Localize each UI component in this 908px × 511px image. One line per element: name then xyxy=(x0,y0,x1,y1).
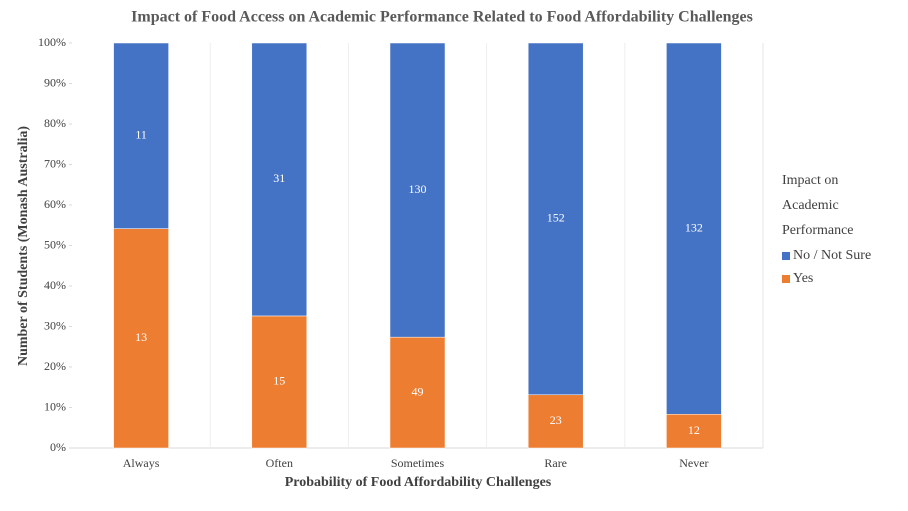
y-axis-label: Number of Students (Monash Australia) xyxy=(16,126,31,366)
y-tick-label: 50% xyxy=(44,237,66,251)
data-label: 31 xyxy=(273,171,285,185)
bar-segment xyxy=(251,315,308,449)
data-label: 49 xyxy=(412,384,424,398)
data-label: 130 xyxy=(409,182,427,196)
bar-segment xyxy=(113,42,169,229)
y-tick-label: 60% xyxy=(44,197,66,211)
legend-title: Impact on Academic Performance xyxy=(782,173,854,238)
data-label: 13 xyxy=(135,330,147,344)
chart-title: Impact of Food Access on Academic Perfor… xyxy=(131,9,753,26)
y-tick-label: 30% xyxy=(44,318,66,332)
data-label: 12 xyxy=(688,423,700,437)
bar-segment xyxy=(113,228,169,449)
bar-segment xyxy=(527,42,584,396)
x-tick-label: Often xyxy=(266,456,293,470)
x-tick-label: Never xyxy=(679,456,708,470)
y-tick-label: 0% xyxy=(50,440,66,454)
y-tick-label: 90% xyxy=(44,75,66,89)
legend-label: Yes xyxy=(793,271,813,286)
data-label: 152 xyxy=(547,211,565,225)
bar-segment xyxy=(251,42,308,317)
y-tick-label: 100% xyxy=(38,35,66,49)
x-tick-label: Rare xyxy=(544,456,567,470)
bar-segment xyxy=(666,414,722,449)
x-tick-label: Sometimes xyxy=(391,456,445,470)
bar-segment xyxy=(389,336,446,449)
legend-label: No / Not Sure xyxy=(793,248,871,263)
y-tick-label: 80% xyxy=(44,116,66,130)
y-tick-label: 20% xyxy=(44,359,66,373)
data-label: 15 xyxy=(273,374,285,388)
data-label: 23 xyxy=(550,413,562,427)
y-tick-label: 40% xyxy=(44,278,66,292)
legend-swatch xyxy=(782,275,790,283)
bar-segment xyxy=(389,42,446,338)
legend-swatch xyxy=(782,252,790,260)
x-axis-label: Probability of Food Affordability Challe… xyxy=(285,475,552,490)
y-tick-label: 10% xyxy=(44,399,66,413)
x-tick-label: Always xyxy=(123,456,160,470)
data-label: 11 xyxy=(135,128,147,142)
data-label: 132 xyxy=(685,220,703,234)
bar-segment xyxy=(666,42,722,415)
y-tick-label: 70% xyxy=(44,156,66,170)
